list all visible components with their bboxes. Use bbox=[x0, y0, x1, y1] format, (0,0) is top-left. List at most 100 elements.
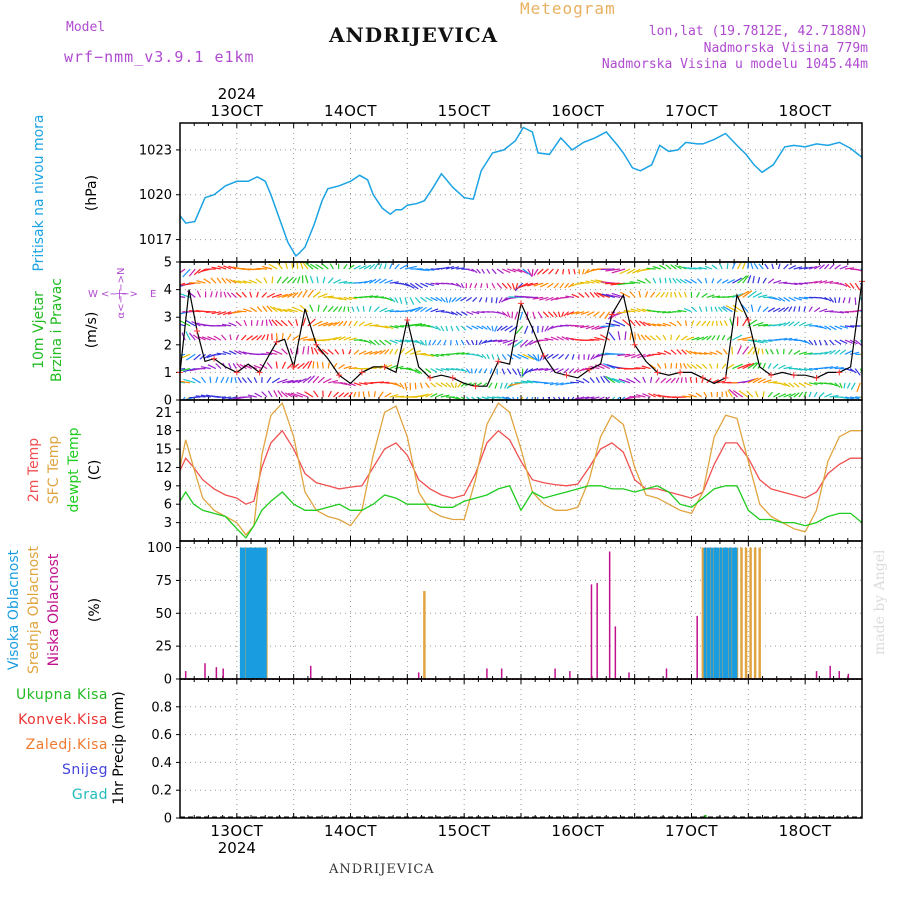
wind-arrow bbox=[316, 276, 319, 284]
wind-arrow bbox=[682, 395, 692, 398]
wind-arrow bbox=[711, 264, 718, 270]
wind-arrow bbox=[758, 263, 764, 270]
wind-arrow bbox=[629, 281, 641, 284]
precip-ytick-label: 0.6 bbox=[151, 728, 172, 743]
wind-arrow bbox=[716, 334, 720, 341]
wind-arrow bbox=[778, 393, 787, 398]
wind-arrow bbox=[425, 392, 433, 398]
wind-arrow bbox=[725, 305, 738, 313]
wind-arrow bbox=[292, 379, 302, 384]
wind-arrow bbox=[343, 296, 352, 301]
wind-arrow bbox=[328, 321, 337, 327]
wind-arrow bbox=[532, 368, 544, 371]
wind-arrow bbox=[302, 376, 312, 384]
wind-arrow bbox=[737, 336, 752, 341]
wind-arrow bbox=[716, 278, 722, 284]
wind-arrow bbox=[697, 278, 703, 284]
wind-arrow bbox=[233, 279, 242, 284]
wind-arrow bbox=[268, 319, 273, 327]
wind-arrow bbox=[662, 311, 672, 314]
cloud-ytick-label: 0 bbox=[164, 673, 172, 688]
wind-compass-w: W bbox=[88, 289, 98, 300]
wind-arrow bbox=[793, 282, 803, 285]
wind-arrow bbox=[706, 320, 711, 327]
wind-arrow bbox=[342, 348, 345, 355]
wind-arrow bbox=[237, 280, 247, 284]
wind-arrow bbox=[394, 348, 399, 355]
coords-label: lon,lat (19.7812E, 42.7188N) bbox=[648, 24, 868, 39]
wind-arrow bbox=[248, 279, 257, 284]
wind-arrow bbox=[414, 382, 417, 390]
wind-arrow bbox=[793, 392, 800, 398]
wind-arrow bbox=[575, 396, 585, 400]
wind-arrow bbox=[472, 296, 478, 303]
wind-arrow bbox=[737, 275, 748, 284]
temperature-ytick-label: 12 bbox=[155, 461, 172, 476]
temperature-ytick-label: 6 bbox=[164, 498, 172, 513]
wind-arrow bbox=[855, 309, 862, 313]
precip-legend-1: Konvek.Kisa bbox=[18, 712, 108, 728]
wind-arrow bbox=[665, 291, 669, 298]
wind-arrow bbox=[676, 320, 682, 327]
cloud-ytick-label: 25 bbox=[155, 640, 172, 655]
wind-arrow bbox=[522, 353, 535, 361]
wind-arrow bbox=[513, 339, 524, 348]
wind-arrow bbox=[696, 320, 701, 327]
wind-arrow bbox=[611, 268, 626, 274]
wind-arrow bbox=[374, 381, 384, 384]
wind-arrow bbox=[753, 262, 759, 270]
wind-arrow bbox=[358, 265, 367, 270]
wind-arrow bbox=[221, 334, 227, 341]
elevation-label: Nadmorska Visina 779m bbox=[703, 41, 868, 56]
wind-arrow bbox=[266, 376, 272, 384]
wind-arrow bbox=[478, 297, 483, 303]
wind-arrow bbox=[373, 306, 380, 313]
wind-arrow bbox=[842, 297, 846, 304]
wind-arrow bbox=[624, 309, 636, 313]
wind-arrow bbox=[808, 339, 814, 346]
wind-arrow bbox=[660, 377, 667, 384]
wind-arrow bbox=[783, 296, 791, 302]
wind-arrow bbox=[829, 263, 835, 270]
wind-arrow bbox=[368, 305, 372, 312]
wind-arrow bbox=[317, 348, 324, 355]
wind-gust-mark bbox=[273, 339, 280, 346]
wind-arrow bbox=[520, 380, 533, 384]
wind-arrow bbox=[771, 263, 774, 270]
wind-arrow bbox=[704, 265, 713, 270]
wind-arrow bbox=[486, 396, 495, 399]
wind-arrow bbox=[525, 339, 534, 347]
wind-arrow bbox=[496, 325, 503, 332]
wind-arrow bbox=[302, 338, 316, 341]
wind-arrow bbox=[644, 334, 651, 341]
wind-gust-mark bbox=[336, 372, 343, 379]
wind-arrow bbox=[201, 336, 211, 341]
wind-arrow bbox=[389, 296, 396, 303]
wind-arrow bbox=[332, 306, 339, 313]
wind-gust-mark bbox=[404, 316, 411, 323]
wind-arrow bbox=[617, 353, 631, 357]
wind-arrow bbox=[313, 390, 319, 398]
wind-arrow bbox=[675, 377, 680, 384]
wind-arrow bbox=[559, 282, 565, 289]
temperature-ytick-label: 21 bbox=[155, 406, 172, 421]
wind-arrow bbox=[690, 363, 697, 370]
wind-arrow bbox=[536, 268, 544, 275]
wind-arrow bbox=[663, 350, 672, 355]
wind-arrow bbox=[466, 325, 473, 330]
wind-arrow bbox=[599, 311, 605, 319]
wind-arrow bbox=[814, 280, 823, 284]
wind-arrow bbox=[539, 282, 549, 288]
wind-arrow bbox=[783, 263, 789, 270]
wind-arrow bbox=[556, 336, 564, 341]
wind-arrow bbox=[526, 311, 529, 320]
wind-arrow bbox=[389, 263, 393, 270]
wind-arrow bbox=[601, 293, 615, 298]
location-title: ANDRIJEVICA bbox=[329, 23, 499, 47]
wind-arrow bbox=[550, 368, 559, 373]
wind-arrow bbox=[533, 282, 544, 287]
wind-arrow bbox=[415, 339, 424, 346]
wind-arrow bbox=[203, 353, 212, 360]
wind-arrow bbox=[585, 280, 595, 284]
wind-arrow bbox=[793, 382, 800, 388]
